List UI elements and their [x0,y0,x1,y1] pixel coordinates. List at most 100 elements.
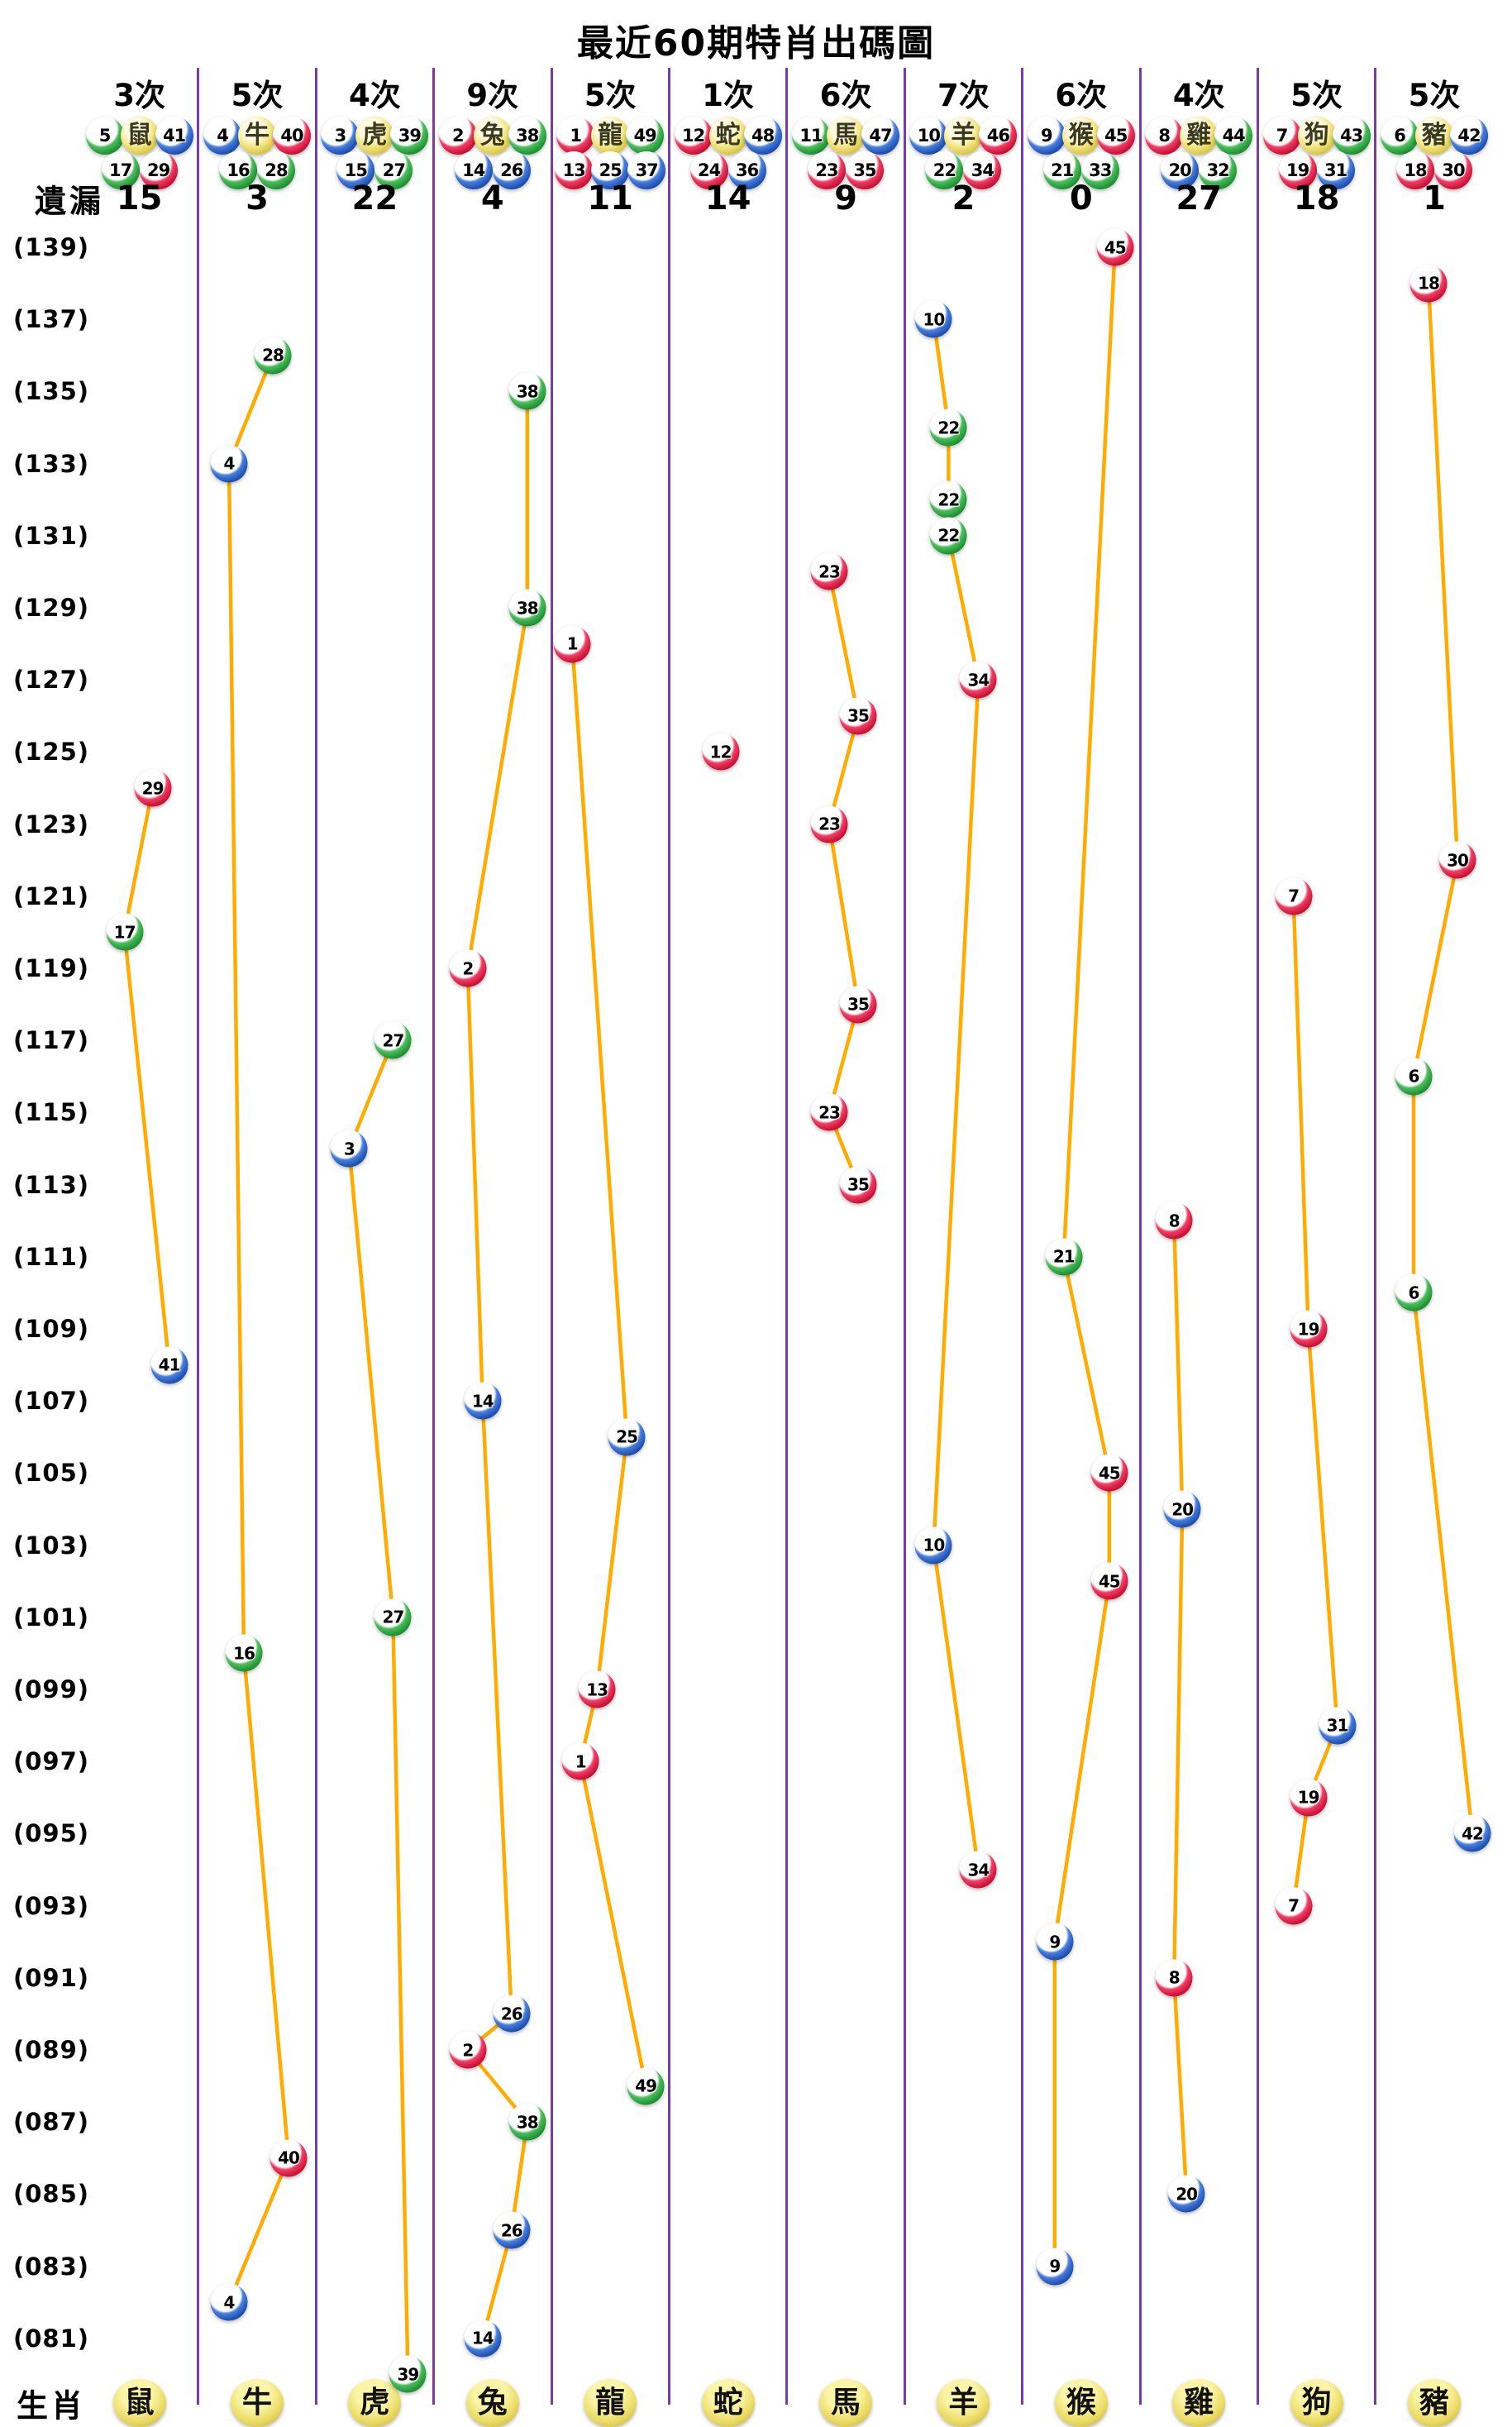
zodiac-ball: 蛇 [708,117,747,155]
y-axis-tick: (101) [12,1603,90,1632]
missing-count: 2 [952,179,975,217]
number-ball: 9 [1027,117,1066,155]
number-ball: 37 [627,151,666,189]
y-axis-tick: (129) [12,594,90,622]
y-axis-tick: (095) [12,1819,90,1848]
missing-count: 4 [480,179,504,217]
chart-ball: 23 [810,552,848,590]
chart-ball: 19 [1290,1779,1328,1817]
number-ball: 20 [1161,151,1200,189]
chart-ball: 7 [1275,877,1313,915]
chart-ball: 17 [106,913,144,951]
chart-ball: 38 [508,372,546,410]
chart-ball: 41 [150,1346,188,1384]
y-axis-tick: (081) [12,2324,90,2353]
number-ball: 7 [1262,117,1301,155]
y-axis-tick: (103) [12,1531,90,1560]
number-ball: 29 [139,151,178,189]
column-separator-line [1256,68,1259,2405]
chart-ball: 35 [839,1166,877,1204]
missing-count: 9 [834,179,857,217]
y-axis-tick: (083) [12,2252,90,2281]
number-ball: 46 [979,117,1018,155]
chart-ball: 42 [1453,1814,1491,1852]
y-axis-tick: (135) [12,377,90,406]
zodiac-ball: 雞 [1180,117,1219,155]
chart-ball: 34 [959,661,997,699]
number-ball: 34 [963,151,1002,189]
y-axis-tick: (113) [12,1170,90,1199]
y-axis-tick: (091) [12,1963,90,1992]
chart-ball: 31 [1319,1707,1357,1745]
number-ball: 43 [1332,117,1371,155]
zodiac-footer-ball: 羊 [937,2379,990,2427]
chart-ball: 18 [1409,265,1448,303]
count-label: 1次 [702,78,754,113]
missing-count: 15 [116,179,163,217]
number-ball: 2 [438,117,477,155]
zodiac-footer-ball: 馬 [819,2379,872,2427]
y-axis-tick: (093) [12,1891,90,1920]
chart-ball: 22 [929,517,967,555]
number-ball: 44 [1214,117,1253,155]
number-ball: 28 [257,151,295,189]
zodiac-ball: 狗 [1297,117,1336,155]
chart-ball: 1 [561,1742,599,1780]
number-ball: 19 [1278,151,1317,189]
number-ball: 6 [1381,117,1419,155]
chart-ball: 14 [464,1382,502,1420]
trend-line [227,353,291,2305]
chart-ball: 8 [1155,1959,1193,1997]
missing-count: 0 [1069,179,1093,217]
y-axis-tick: (109) [12,1315,90,1343]
number-ball: 10 [909,117,948,155]
y-axis-tick: (107) [12,1387,90,1416]
chart-ball: 26 [493,2211,531,2249]
chart-ball: 1 [553,625,591,663]
chart-ball: 16 [225,1634,263,1672]
count-label: 3次 [113,78,165,113]
chart-ball: 40 [269,2139,308,2177]
column-separator-line [197,68,200,2405]
missing-count: 3 [246,179,269,217]
zodiac-ball: 兔 [473,117,512,155]
number-ball: 42 [1450,117,1488,155]
chart-ball: 2 [449,2031,487,2069]
number-ball: 33 [1080,151,1119,189]
chart-ball: 6 [1395,1058,1433,1096]
chart-ball: 14 [464,2320,502,2358]
y-axis-tick: (097) [12,1747,90,1776]
number-ball: 23 [808,151,846,189]
missing-count: 1 [1423,179,1446,217]
number-ball: 27 [374,151,413,189]
number-ball: 36 [727,151,766,189]
chart-ball: 26 [493,1995,531,2033]
column-separator-line [432,68,436,2405]
column-separator-line [1021,68,1024,2405]
number-ball: 30 [1434,151,1472,189]
count-label: 7次 [937,78,990,113]
zodiac-ball: 馬 [827,117,865,155]
number-ball: 21 [1042,151,1081,189]
zodiac-footer-ball: 猴 [1054,2379,1108,2427]
column-separator-line [785,68,789,2405]
count-label: 5次 [1408,78,1461,113]
number-ball: 1 [556,117,595,155]
zodiac-footer-ball: 牛 [231,2379,284,2427]
count-label: 4次 [1172,78,1225,113]
zodiac-row-label: 生肖 [16,2387,87,2425]
chart-ball: 22 [929,408,967,447]
trend-line [1411,281,1475,1836]
y-axis-tick: (117) [12,1026,90,1055]
number-ball: 17 [101,151,140,189]
y-axis-tick: (121) [12,881,90,910]
y-axis-tick: (125) [12,738,90,767]
zodiac-footer-ball: 雞 [1172,2379,1226,2427]
number-ball: 15 [336,151,375,189]
zodiac-ball: 牛 [238,117,276,155]
y-axis-tick: (089) [12,2036,90,2064]
chart-ball: 45 [1090,1454,1128,1492]
number-ball: 14 [454,151,493,189]
